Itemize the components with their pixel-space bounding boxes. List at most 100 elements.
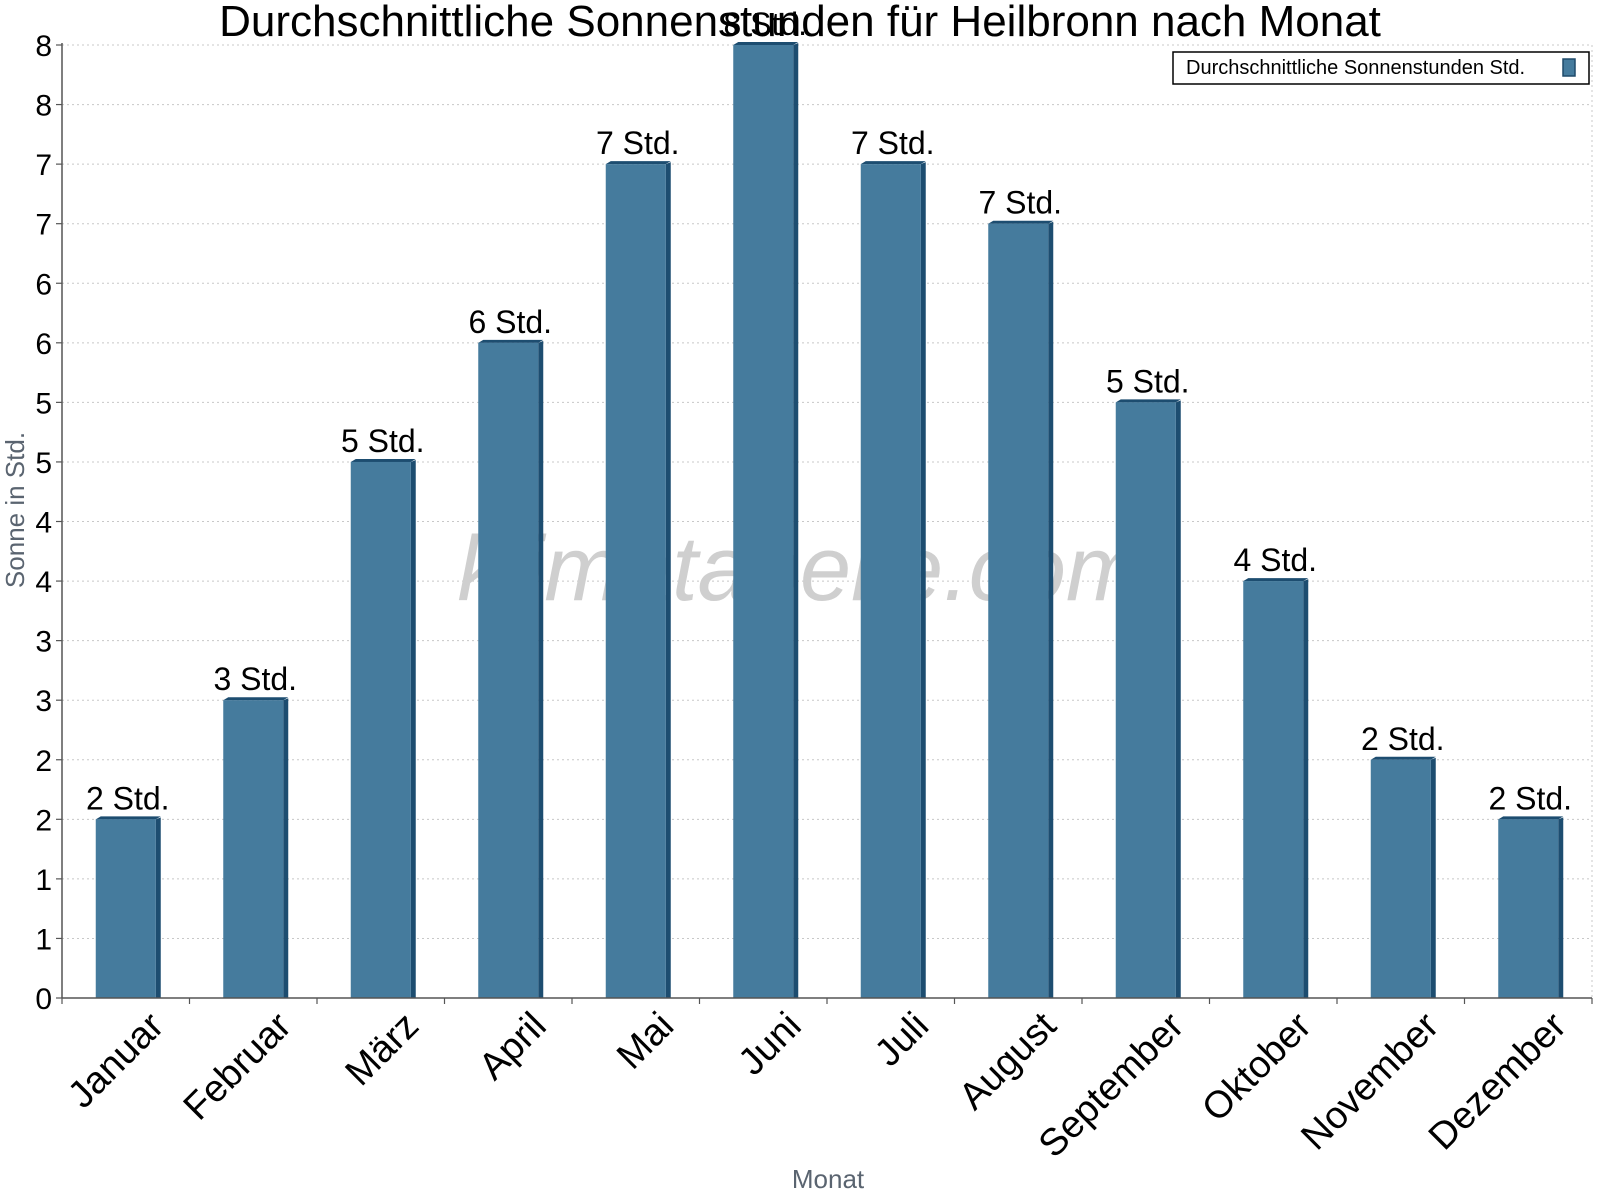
bar xyxy=(733,45,794,998)
y-tick-label: 4 xyxy=(35,566,52,599)
bar-side xyxy=(1558,817,1564,998)
bar-side xyxy=(1048,221,1054,998)
bar-top xyxy=(1243,578,1309,582)
bar xyxy=(988,223,1049,998)
bar-top xyxy=(1370,756,1436,760)
y-tick-label: 7 xyxy=(35,209,52,242)
bar-top xyxy=(95,816,161,820)
y-tick-label: 5 xyxy=(35,387,52,420)
bar-november xyxy=(1370,756,1436,998)
bar xyxy=(1370,759,1431,998)
bar-oktober xyxy=(1243,578,1309,998)
axes xyxy=(56,43,1593,1004)
bar-april xyxy=(478,339,544,998)
bar-value-label: 6 Std. xyxy=(468,304,552,340)
bar-side xyxy=(665,162,671,998)
x-tick-label: April xyxy=(471,1005,554,1088)
y-tick-label: 8 xyxy=(35,90,52,123)
bar xyxy=(478,342,539,998)
y-tick-label: 6 xyxy=(35,328,52,361)
bar-top xyxy=(1498,816,1564,820)
bar-top xyxy=(860,161,926,165)
legend-swatch xyxy=(1562,58,1576,77)
bar xyxy=(1115,402,1176,998)
bar-dezember xyxy=(1498,816,1564,998)
bar-value-label: 4 Std. xyxy=(1233,542,1317,578)
bar-side xyxy=(155,817,161,998)
bar-value-label: 8 Std. xyxy=(723,6,807,42)
x-tick-label: Januar xyxy=(60,1004,172,1116)
bar-februar xyxy=(223,697,289,998)
bar-value-label: 2 Std. xyxy=(86,780,170,816)
x-tick-label: Juli xyxy=(867,1005,937,1075)
y-tick-labels: 0 1 1 2 2 3 3 4 4 5 5 6 6 7 7 8 8 xyxy=(35,30,52,1016)
y-axis-label: Sonne in Std. xyxy=(0,432,30,588)
bar-top xyxy=(988,220,1054,224)
legend-entry-label: Durchschnittliche Sonnenstunden Std. xyxy=(1186,57,1525,79)
bar-side xyxy=(793,43,799,998)
legend-box xyxy=(1172,51,1590,85)
x-tick-label: Mai xyxy=(609,1005,682,1078)
y-tick-label: 3 xyxy=(35,626,52,659)
bar xyxy=(350,461,411,998)
x-tick-label: Juni xyxy=(731,1005,810,1084)
bar-value-label: 7 Std. xyxy=(978,185,1062,221)
bar-side xyxy=(410,459,416,998)
x-tick-label: März xyxy=(338,1005,427,1094)
bar-top xyxy=(733,42,799,45)
bar-value-label: 5 Std. xyxy=(1106,363,1190,399)
gridlines xyxy=(62,44,1593,998)
bar-side xyxy=(1175,400,1181,998)
bar-top xyxy=(605,161,671,165)
bar-august xyxy=(988,220,1054,998)
bar-side xyxy=(1430,757,1436,998)
y-tick-label: 5 xyxy=(35,447,52,480)
bar-side xyxy=(1303,579,1309,998)
x-tick-label: Oktober xyxy=(1194,1004,1320,1130)
y-tick-label: 1 xyxy=(35,864,52,897)
bar xyxy=(95,819,156,998)
bar-side xyxy=(283,698,289,998)
bar xyxy=(1498,819,1559,998)
bar-mai xyxy=(605,161,671,998)
bar-value-label: 7 Std. xyxy=(851,125,935,161)
bar xyxy=(223,700,284,998)
bar-märz xyxy=(350,458,416,998)
bar-value-labels: 2 Std. 3 Std. 5 Std. 6 Std. 7 Std. 8 Std. 7 St… xyxy=(86,6,1572,816)
x-tick-label: August xyxy=(951,1004,1065,1118)
bar-juni xyxy=(733,42,799,998)
bar xyxy=(860,164,921,998)
y-tick-label: 1 xyxy=(35,923,52,956)
bar-value-label: 2 Std. xyxy=(1488,780,1572,816)
bar-top xyxy=(1115,399,1181,403)
chart-title: Durchschnittliche Sonnenstunden für Heil… xyxy=(219,0,1381,46)
y-tick-label: 4 xyxy=(35,507,52,540)
bar-januar xyxy=(95,816,161,998)
x-tick-labels: Januar Februar März April Mai Juni Juli AugustS… xyxy=(60,1004,1575,1165)
y-tick-label: 7 xyxy=(35,149,52,182)
bar xyxy=(605,164,666,998)
bar-juli xyxy=(860,161,926,998)
y-tick-label: 2 xyxy=(35,804,52,837)
x-tick-label: Dezember xyxy=(1421,1004,1575,1158)
y-tick-label: 0 xyxy=(35,983,52,1016)
bar-september xyxy=(1115,399,1181,998)
legend: Durchschnittliche Sonnenstunden Std. xyxy=(1172,51,1590,85)
x-tick-label: Februar xyxy=(176,1004,300,1128)
bar-value-label: 5 Std. xyxy=(341,423,425,459)
y-tick-label: 3 xyxy=(35,685,52,718)
bar-value-label: 7 Std. xyxy=(596,125,680,161)
bar-side xyxy=(920,162,926,998)
bar-value-label: 3 Std. xyxy=(213,661,297,697)
y-tick-label: 8 xyxy=(35,30,52,63)
x-axis-label: Monat xyxy=(792,1164,865,1194)
x-tick-label: November xyxy=(1293,1004,1447,1158)
bar-value-label: 2 Std. xyxy=(1361,721,1445,757)
bar-group xyxy=(95,42,1564,998)
bar xyxy=(1243,581,1304,998)
bar-top xyxy=(223,697,289,701)
bar-top xyxy=(478,339,544,343)
y-tick-label: 6 xyxy=(35,268,52,301)
y-tick-label: 2 xyxy=(35,745,52,778)
